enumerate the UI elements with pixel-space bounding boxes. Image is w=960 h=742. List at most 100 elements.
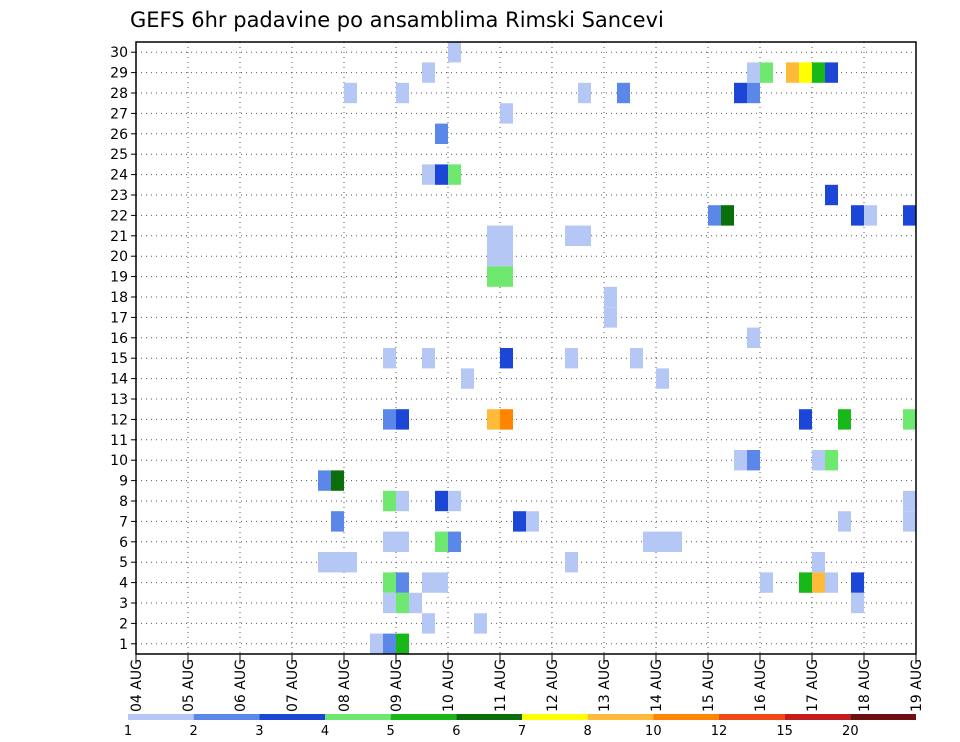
precip-cell [903, 511, 916, 532]
gridlines [136, 42, 916, 654]
precip-cell [331, 470, 344, 491]
precip-cell [578, 82, 591, 104]
precip-cell [565, 348, 578, 369]
precip-cell [838, 409, 851, 430]
y-tick-label: 15 [110, 351, 128, 367]
precip-cell [422, 62, 435, 83]
colorbar-segment [193, 714, 260, 720]
precip-cell [565, 552, 578, 573]
colorbar-label: 1 [124, 724, 132, 739]
y-tick-label: 20 [110, 249, 128, 265]
precip-cell [331, 552, 344, 573]
precip-cell [812, 62, 825, 83]
precip-cell [396, 531, 409, 552]
colorbar-label: 7 [518, 724, 526, 739]
precip-cell [435, 164, 448, 185]
precip-cell [669, 531, 682, 552]
precip-cell [617, 82, 630, 104]
x-tick-label: 05 AUG [181, 659, 197, 712]
precip-cell [799, 572, 812, 593]
colorbar-segment [522, 714, 588, 720]
precip-cell [578, 225, 591, 246]
y-tick-label: 19 [110, 270, 128, 286]
precip-cell [565, 225, 578, 246]
precip-cell [435, 531, 448, 552]
precip-cell [864, 205, 877, 226]
precip-cell [500, 348, 513, 369]
precip-cell [799, 62, 812, 83]
precip-cell [708, 205, 721, 226]
precip-cell [422, 164, 435, 185]
precip-cell [825, 62, 838, 83]
precip-cell [448, 531, 461, 552]
colorbar-label: 20 [842, 724, 859, 739]
x-tick-label: 11 AUG [493, 659, 509, 712]
precip-cell [812, 450, 825, 471]
precip-cell [734, 450, 747, 471]
y-tick-label: 11 [110, 433, 128, 449]
precip-cell [604, 307, 617, 328]
x-tick-label: 16 AUG [753, 659, 769, 712]
precip-cell [851, 205, 864, 226]
precip-cell [513, 511, 526, 532]
y-axis-ticks: 1234567891011121314151617181920212223242… [110, 45, 136, 653]
precip-cell [851, 592, 864, 614]
y-tick-label: 28 [110, 86, 128, 102]
precip-cell [500, 225, 513, 246]
precip-cell [903, 409, 916, 430]
precip-cell [721, 205, 734, 226]
x-tick-label: 18 AUG [857, 659, 873, 712]
y-tick-label: 8 [119, 494, 128, 510]
colorbar-label: 2 [190, 724, 198, 739]
colorbar-segment [259, 714, 325, 720]
x-tick-label: 15 AUG [701, 659, 717, 712]
x-tick-label: 04 AUG [129, 659, 145, 712]
y-tick-label: 25 [110, 147, 128, 163]
y-tick-label: 30 [110, 45, 128, 61]
y-tick-label: 21 [110, 229, 128, 245]
precip-cell [344, 82, 357, 104]
precip-cell [604, 286, 617, 308]
colorbar-label: 6 [452, 724, 460, 739]
y-tick-label: 24 [110, 168, 128, 184]
precip-cell [786, 62, 799, 83]
colorbar-label: 12 [711, 724, 728, 739]
precip-cell [383, 409, 396, 430]
precip-cell [747, 82, 760, 104]
x-tick-label: 07 AUG [285, 659, 301, 712]
y-tick-label: 2 [119, 616, 128, 632]
precip-cell [656, 531, 669, 552]
colorbar-label: 3 [255, 724, 263, 739]
precip-cell [396, 592, 409, 614]
precip-cell [487, 409, 500, 430]
colorbar-label: 8 [584, 724, 592, 739]
colorbar-segment [653, 714, 719, 720]
precip-cell [383, 531, 396, 552]
precip-cell [500, 103, 513, 124]
colorbar-segment [784, 714, 851, 720]
precip-cell [383, 348, 396, 369]
x-tick-label: 13 AUG [597, 659, 613, 712]
precip-cell [630, 348, 643, 369]
precip-cell [396, 633, 409, 654]
precip-cell [448, 490, 461, 512]
precip-cell [838, 511, 851, 532]
precip-cell [422, 572, 435, 593]
precip-cell [448, 42, 461, 63]
precip-cell [825, 450, 838, 471]
colorbar-segment [325, 714, 391, 720]
precip-cell [383, 572, 396, 593]
colorbar-label: 5 [387, 724, 395, 739]
precip-cell [331, 511, 344, 532]
precip-cell [396, 490, 409, 512]
precip-cell [318, 552, 331, 573]
y-tick-label: 17 [110, 310, 128, 326]
y-tick-label: 6 [119, 535, 128, 551]
colorbar-label: 4 [321, 724, 329, 739]
y-tick-label: 23 [110, 188, 128, 204]
precip-cell [396, 572, 409, 593]
precip-cell [383, 490, 396, 512]
x-tick-label: 12 AUG [545, 659, 561, 712]
precip-cell [747, 62, 760, 83]
precip-cell [318, 470, 331, 491]
